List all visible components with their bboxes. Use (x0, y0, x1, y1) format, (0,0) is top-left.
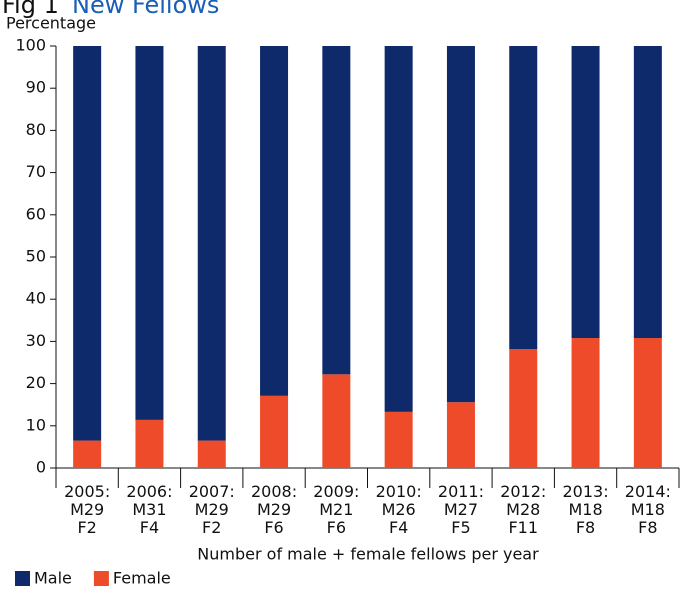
bar-segment (73, 440, 102, 468)
bar-segment (260, 395, 289, 468)
y-tick-label: 0 (36, 458, 46, 477)
y-tick-label: 10 (26, 415, 46, 434)
x-tick-label: 2011: M27 F5 (438, 482, 484, 537)
y-tick-label: 70 (26, 162, 46, 181)
x-tick-label-line: M18 (568, 500, 602, 519)
x-tick-label: 2007: M29 F2 (189, 482, 235, 537)
x-tick-label: 2013: M18 F8 (562, 482, 608, 537)
bar-segment (633, 338, 662, 468)
x-tick-label-line: M28 (506, 500, 540, 519)
x-tick-label: 2009: M21 F6 (313, 482, 359, 537)
x-tick-label-line: F4 (140, 518, 159, 537)
bar-segment (571, 338, 600, 468)
x-tick-label-line: 2010: (376, 482, 422, 501)
x-tick-label-line: M18 (631, 500, 665, 519)
bar-segment (322, 46, 351, 375)
y-axis-label: Percentage (6, 14, 96, 33)
x-tick-label-line: F6 (264, 518, 283, 537)
x-tick-label-line: 2005: (64, 482, 110, 501)
bar-segment (197, 440, 226, 468)
x-tick-label-line: 2013: (562, 482, 608, 501)
bar-segment (446, 402, 475, 468)
y-tick-label: 50 (26, 247, 46, 266)
x-tick-label-line: 2006: (126, 482, 172, 501)
y-tick-label: 90 (26, 78, 46, 97)
legend-label: Female (113, 569, 171, 588)
x-axis-label: Number of male + female fellows per year (197, 545, 539, 564)
x-tick-label-line: F8 (576, 518, 595, 537)
x-tick-label-line: 2008: (251, 482, 297, 501)
x-tick-label-line: M27 (444, 500, 478, 519)
x-tick-label-line: M31 (132, 500, 166, 519)
y-tick-label: 20 (26, 373, 46, 392)
y-tick-label: 60 (26, 204, 46, 223)
x-tick-label-line: 2007: (189, 482, 235, 501)
x-tick-label-line: F5 (451, 518, 470, 537)
chart-title: New Fellows (72, 0, 219, 19)
bar-segment (73, 46, 102, 441)
x-tick-label: 2005: M29 F2 (64, 482, 110, 537)
x-tick-label-line: F4 (389, 518, 408, 537)
bar-segment (322, 374, 351, 468)
y-tick-label: 80 (26, 120, 46, 139)
y-tick-label: 30 (26, 331, 46, 350)
bar-segment (509, 348, 538, 468)
x-tick-label-line: 2014: (625, 482, 671, 501)
x-tick-label-line: F6 (327, 518, 346, 537)
x-tick-label-line: F2 (77, 518, 96, 537)
bar-segment (197, 46, 226, 441)
legend-label: Male (34, 569, 72, 588)
x-tick-label: 2010: M26 F4 (376, 482, 422, 537)
x-tick-label: 2014: M18 F8 (625, 482, 671, 537)
legend-swatch (15, 571, 30, 586)
bar-segment (633, 46, 662, 339)
x-tick-label-line: M29 (70, 500, 104, 519)
x-tick-label-line: 2009: (313, 482, 359, 501)
legend-swatch (93, 571, 109, 586)
bar-segment (384, 411, 413, 468)
x-tick-label-line: F11 (508, 518, 538, 537)
x-tick-label-line: 2012: (500, 482, 546, 501)
x-tick-label-line: F8 (638, 518, 657, 537)
bar-segment (509, 46, 538, 349)
x-tick-label: 2008: M29 F6 (251, 482, 297, 537)
x-tick-label-line: F2 (202, 518, 221, 537)
x-tick-label-line: M29 (195, 500, 229, 519)
bar-segment (571, 46, 600, 339)
x-tick-label-line: M26 (382, 500, 416, 519)
bar-segment (446, 46, 475, 403)
y-tick-label: 40 (26, 289, 46, 308)
bar-segment (135, 46, 164, 420)
y-tick-label: 100 (15, 36, 46, 55)
bar-segment (135, 419, 164, 468)
x-tick-label: 2006: M31 F4 (126, 482, 172, 537)
bar-segment (260, 46, 289, 396)
bar-segment (384, 46, 413, 412)
x-tick-label-line: 2011: (438, 482, 484, 501)
x-tick-label-line: M21 (319, 500, 353, 519)
x-tick-label-line: M29 (257, 500, 291, 519)
title-prefix: Fig 1 (2, 0, 59, 19)
x-tick-label: 2012: M28 F11 (500, 482, 546, 537)
